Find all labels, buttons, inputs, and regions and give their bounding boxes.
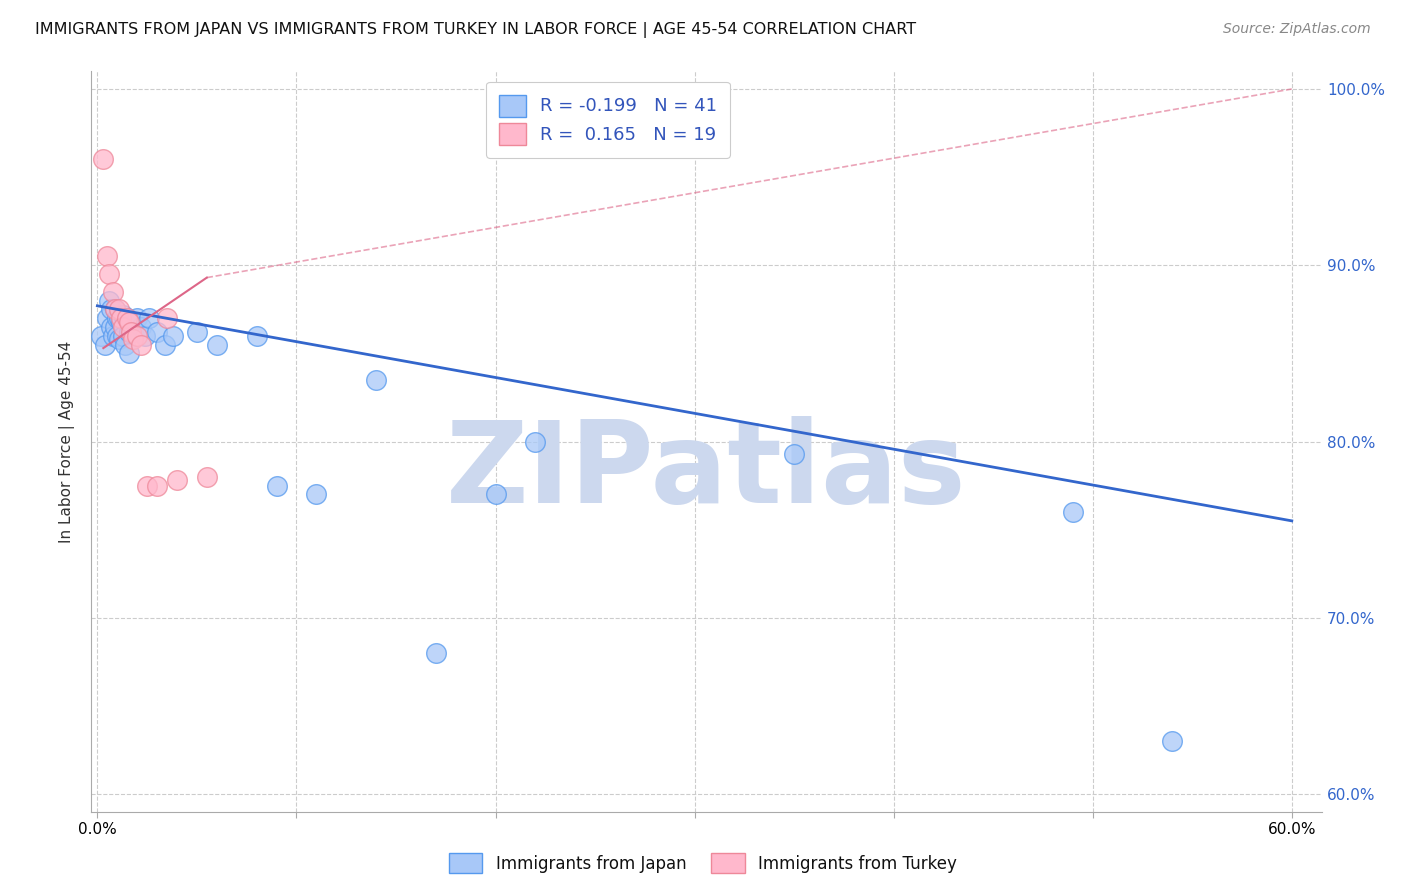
Point	[94, 337, 117, 351]
Legend: R = -0.199   N = 41, R =  0.165   N = 19: R = -0.199 N = 41, R = 0.165 N = 19	[486, 82, 730, 158]
Point	[105, 311, 128, 326]
Point	[103, 285, 125, 299]
Point	[110, 311, 132, 326]
Point	[104, 302, 127, 317]
Point	[120, 315, 142, 329]
Point	[96, 249, 118, 263]
Point	[98, 267, 121, 281]
Point	[90, 328, 112, 343]
Point	[122, 332, 145, 346]
Text: ZIPatlas: ZIPatlas	[446, 416, 967, 526]
Point	[127, 328, 149, 343]
Point	[98, 293, 121, 308]
Point	[1062, 505, 1084, 519]
Point	[118, 325, 141, 339]
Point	[166, 473, 188, 487]
Y-axis label: In Labor Force | Age 45-54: In Labor Force | Age 45-54	[59, 341, 76, 542]
Point	[108, 332, 131, 346]
Point	[104, 320, 127, 334]
Text: Source: ZipAtlas.com: Source: ZipAtlas.com	[1223, 22, 1371, 37]
Point	[105, 328, 128, 343]
Point	[108, 302, 131, 317]
Point	[146, 478, 169, 492]
Point	[162, 328, 184, 343]
Point	[205, 337, 228, 351]
Point	[112, 308, 135, 322]
Point	[112, 320, 135, 334]
Point	[115, 311, 138, 326]
Point	[120, 325, 142, 339]
Point	[91, 153, 114, 167]
Point	[115, 311, 138, 326]
Point	[96, 311, 118, 326]
Point	[129, 320, 152, 334]
Point	[425, 646, 447, 660]
Point	[122, 325, 145, 339]
Point	[186, 325, 208, 339]
Point	[118, 346, 141, 360]
Point	[108, 311, 131, 326]
Point	[103, 328, 125, 343]
Point	[146, 325, 169, 339]
Point	[118, 315, 141, 329]
Point	[110, 315, 132, 329]
Point	[246, 328, 269, 343]
Point	[783, 447, 806, 461]
Point	[127, 311, 149, 326]
Point	[134, 328, 156, 343]
Point	[305, 487, 328, 501]
Point	[114, 337, 136, 351]
Point	[524, 434, 547, 449]
Point	[129, 337, 152, 351]
Point	[112, 328, 135, 343]
Point	[484, 487, 506, 501]
Legend: Immigrants from Japan, Immigrants from Turkey: Immigrants from Japan, Immigrants from T…	[443, 847, 963, 880]
Point	[364, 373, 387, 387]
Point	[1161, 734, 1184, 748]
Point	[195, 470, 218, 484]
Point	[100, 302, 122, 317]
Point	[138, 311, 160, 326]
Text: IMMIGRANTS FROM JAPAN VS IMMIGRANTS FROM TURKEY IN LABOR FORCE | AGE 45-54 CORRE: IMMIGRANTS FROM JAPAN VS IMMIGRANTS FROM…	[35, 22, 917, 38]
Point	[100, 320, 122, 334]
Point	[136, 478, 159, 492]
Point	[104, 302, 127, 317]
Point	[266, 478, 288, 492]
Point	[153, 337, 176, 351]
Point	[156, 311, 179, 326]
